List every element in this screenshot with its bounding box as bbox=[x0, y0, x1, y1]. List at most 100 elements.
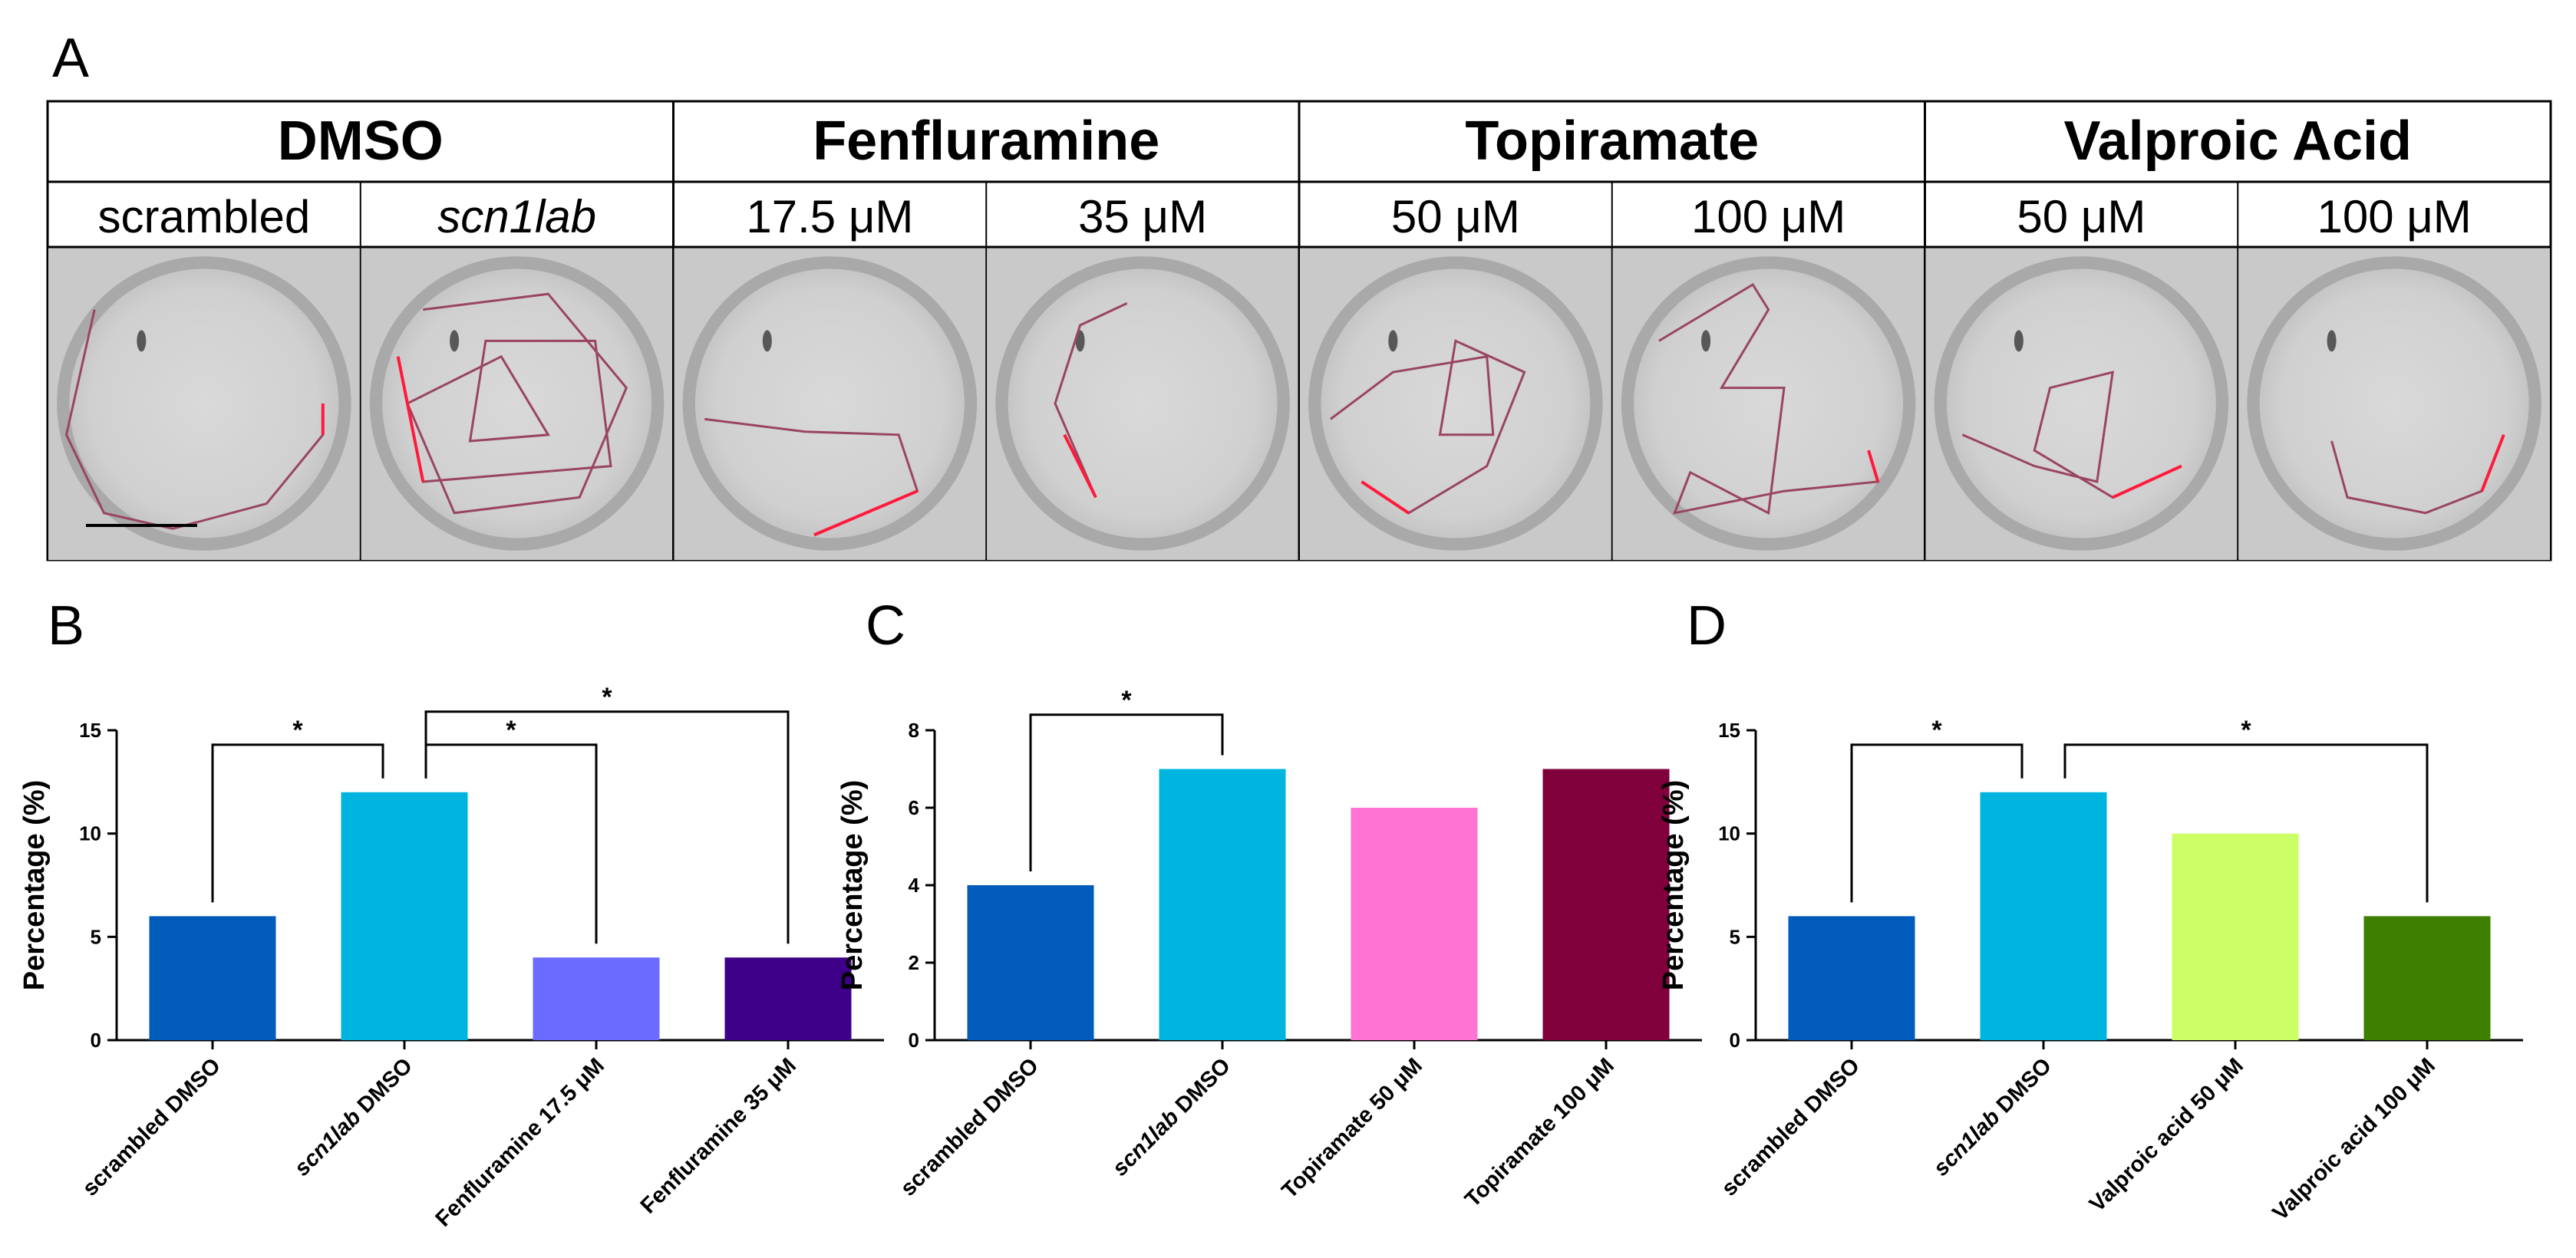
x-tick-label-italic: scn1lab bbox=[290, 1105, 366, 1181]
swim-track-fast bbox=[396, 356, 425, 482]
significance-bracket bbox=[1850, 743, 2024, 903]
y-tick-label: 10 bbox=[79, 822, 101, 845]
chart-b: B Percentage (%) 0 5 10 15 scrambled DMSO scn1l… bbox=[18, 595, 884, 1232]
larva bbox=[2014, 330, 2024, 352]
group-title: DMSO bbox=[278, 110, 444, 172]
bar bbox=[1159, 769, 1286, 1040]
condition-label: 50 μM bbox=[1391, 191, 1520, 242]
x-tick-label: scn1lab DMSO bbox=[1108, 1053, 1235, 1181]
swim-track bbox=[1658, 282, 1880, 515]
condition-label: 17.5 μM bbox=[746, 191, 913, 242]
well-floor bbox=[694, 268, 965, 538]
condition-label: 100 μM bbox=[2317, 191, 2471, 242]
x-tick-label: scn1lab DMSO bbox=[290, 1053, 417, 1181]
larva bbox=[762, 330, 772, 352]
y-tick-label: 2 bbox=[909, 951, 919, 974]
x-tick-label: scrambled DMSO bbox=[78, 1053, 226, 1200]
x-tick-label-text: scrambled DMSO bbox=[896, 1053, 1044, 1200]
y-tick-label: 0 bbox=[909, 1029, 919, 1052]
bar-charts: B Percentage (%) 0 5 10 15 scrambled DMSO scn1l… bbox=[18, 595, 2523, 1232]
bar bbox=[341, 792, 468, 1040]
y-tick-label: 5 bbox=[91, 925, 101, 948]
group-title: Valproic Acid bbox=[2064, 110, 2412, 172]
x-tick-label: scrambled DMSO bbox=[1717, 1053, 1865, 1200]
panel-letter: D bbox=[1687, 595, 1727, 657]
bar bbox=[1788, 916, 1915, 1040]
panel-letter: C bbox=[866, 595, 905, 657]
condition-label: scrambled bbox=[97, 191, 310, 242]
group-title: Fenfluramine bbox=[813, 110, 1159, 172]
significance-star: * bbox=[2241, 716, 2251, 745]
x-tick-label: Fenfluramine 17.5 μM bbox=[431, 1053, 609, 1231]
x-tick-label-italic: scn1lab bbox=[1108, 1105, 1184, 1181]
bar bbox=[2172, 833, 2299, 1040]
swim-track-fast bbox=[813, 489, 919, 537]
y-tick-label: 6 bbox=[909, 796, 919, 819]
bar bbox=[1542, 769, 1670, 1040]
swim-track-fast bbox=[2112, 464, 2182, 499]
larva bbox=[2327, 330, 2337, 352]
x-tick-label: Topiramate 50 μM bbox=[1277, 1053, 1427, 1203]
condition-label: 100 μM bbox=[1691, 191, 1845, 242]
x-tick-label: Valproic acid 50 μM bbox=[2085, 1053, 2248, 1217]
x-tick-label-text: Topiramate 50 μM bbox=[1277, 1053, 1427, 1203]
bar bbox=[2363, 916, 2491, 1040]
y-tick-label: 5 bbox=[1730, 925, 1740, 948]
bar bbox=[724, 957, 852, 1040]
bar bbox=[149, 916, 276, 1040]
x-tick-label-italic: scn1lab bbox=[1929, 1105, 2005, 1181]
swim-track bbox=[1961, 370, 2182, 499]
y-tick-label: 15 bbox=[79, 719, 101, 742]
y-tick-label: 10 bbox=[1718, 822, 1740, 845]
y-tick-label: 4 bbox=[909, 874, 920, 897]
x-tick-label-suffix: DMSO bbox=[1166, 1053, 1235, 1122]
condition-label: 50 μM bbox=[2017, 191, 2146, 242]
panel-a-tracking-grid: A DMSO scrambled scn1lab Fenfluramine 17.5 μ… bbox=[46, 28, 2552, 561]
y-tick-label: 15 bbox=[1718, 719, 1740, 742]
bar bbox=[967, 885, 1094, 1040]
well-floor bbox=[1008, 268, 1278, 538]
panel-a-letter: A bbox=[52, 28, 89, 89]
bar bbox=[533, 957, 660, 1040]
x-tick-label-text: scrambled DMSO bbox=[1717, 1053, 1865, 1200]
chart-c: C Percentage (%) 0 2 4 6 8 scrambled DMSO scn1la… bbox=[836, 595, 1702, 1212]
significance-star: * bbox=[1121, 686, 1132, 715]
x-tick-label: Fenfluramine 35 μM bbox=[636, 1053, 801, 1218]
x-tick-label: scn1lab DMSO bbox=[1929, 1053, 2057, 1181]
x-tick-label-text: Valproic acid 100 μM bbox=[2268, 1053, 2440, 1225]
well-floor bbox=[69, 268, 339, 538]
x-tick-label-text: Topiramate 100 μM bbox=[1460, 1053, 1619, 1212]
panel-letter: B bbox=[48, 595, 84, 657]
significance-bracket bbox=[2063, 743, 2429, 903]
significance-star: * bbox=[292, 716, 303, 745]
condition-label: scn1lab bbox=[437, 191, 596, 242]
y-axis-label: Percentage (%) bbox=[18, 780, 51, 991]
y-axis-label: Percentage (%) bbox=[836, 780, 869, 991]
well-floor bbox=[382, 268, 652, 538]
y-axis-label: Percentage (%) bbox=[1657, 780, 1690, 991]
larva bbox=[1701, 330, 1711, 352]
larva bbox=[1388, 330, 1398, 352]
x-tick-label-text: scrambled DMSO bbox=[78, 1053, 226, 1200]
well-floor bbox=[2259, 268, 2529, 538]
y-tick-label: 0 bbox=[91, 1029, 101, 1052]
bar bbox=[1980, 792, 2107, 1040]
swim-track-fast bbox=[1867, 450, 1880, 482]
swim-track bbox=[1329, 339, 1526, 515]
chart-d: D Percentage (%) 0 5 10 15 scrambled DMSO scn1l… bbox=[1657, 595, 2523, 1226]
x-tick-label-suffix: DMSO bbox=[348, 1053, 417, 1122]
significance-star: * bbox=[602, 683, 612, 712]
swim-track-fast bbox=[2480, 434, 2505, 492]
significance-bracket bbox=[424, 710, 790, 944]
x-tick-label: Topiramate 100 μM bbox=[1460, 1053, 1619, 1212]
swim-track-fast bbox=[1063, 433, 1097, 499]
x-tick-label-text: Fenfluramine 35 μM bbox=[636, 1053, 801, 1218]
x-tick-label-text: Fenfluramine 17.5 μM bbox=[431, 1053, 609, 1231]
significance-star: * bbox=[506, 716, 516, 745]
significance-bracket bbox=[1029, 713, 1224, 871]
y-tick-label: 0 bbox=[1730, 1029, 1740, 1052]
well-floor bbox=[1634, 268, 1904, 538]
y-tick-label: 8 bbox=[909, 719, 919, 742]
x-tick-label-text: Valproic acid 50 μM bbox=[2085, 1053, 2248, 1217]
